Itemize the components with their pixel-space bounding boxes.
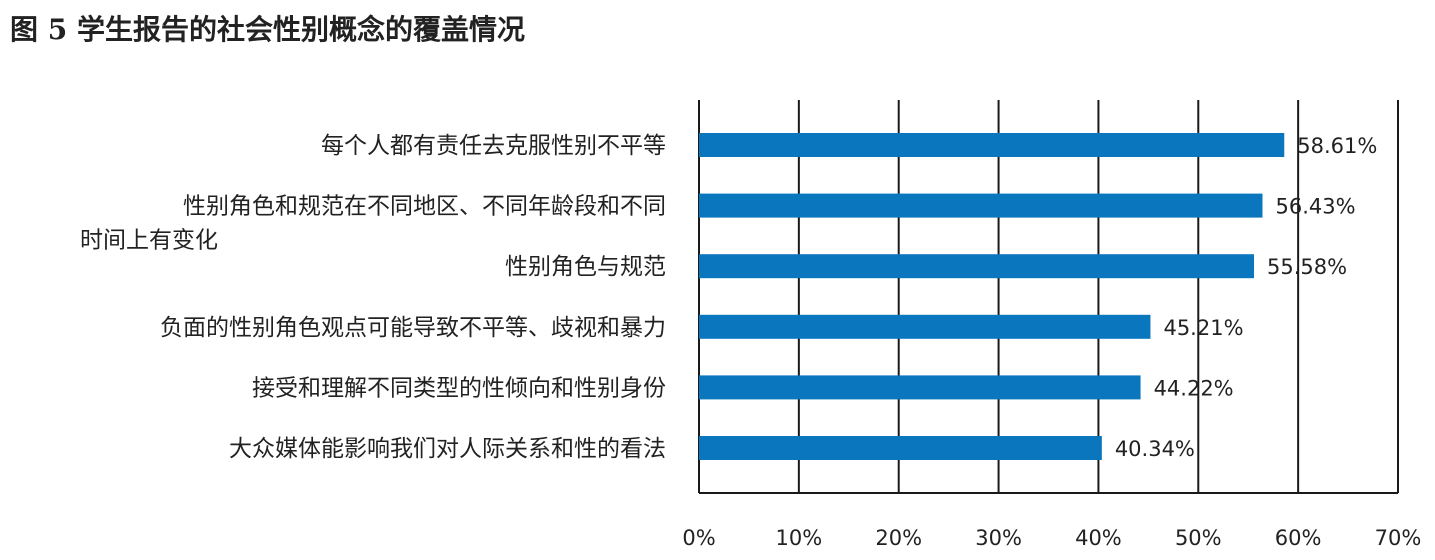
data-label: 58.61%: [1297, 134, 1377, 158]
bar: [699, 254, 1255, 279]
data-label: 44.22%: [1154, 376, 1234, 400]
figure-title: 图 5 学生报告的社会性别概念的覆盖情况: [10, 13, 525, 46]
x-tick-label: 0%: [682, 526, 715, 550]
data-label: 40.34%: [1115, 437, 1195, 461]
bar: [699, 314, 1151, 339]
category-label: 大众媒体能影响我们对人际关系和性的看法: [229, 436, 666, 462]
category-label: 每个人都有责任去克服性别不平等: [321, 133, 666, 159]
category-label: 接受和理解不同类型的性倾向和性别身份: [252, 375, 666, 401]
bar: [699, 193, 1263, 218]
bar: [699, 436, 1102, 460]
bar: [699, 375, 1141, 400]
x-tick-label: 70%: [1375, 526, 1422, 550]
data-label: 56.43%: [1275, 195, 1355, 219]
category-label: 性别角色和规范在不同地区、不同年龄段和不同: [183, 194, 666, 220]
category-label: 时间上有变化: [80, 228, 218, 254]
x-tick-label: 10%: [776, 526, 823, 550]
x-tick-label: 60%: [1275, 526, 1322, 550]
x-tick-label: 20%: [875, 526, 922, 550]
category-label: 负面的性别角色观点可能导致不平等、歧视和暴力: [160, 315, 666, 341]
x-tick-label: 30%: [975, 526, 1022, 550]
x-tick-label: 50%: [1175, 526, 1222, 550]
bar: [699, 133, 1285, 157]
category-label: 性别角色与规范: [505, 254, 666, 280]
x-tick-label: 40%: [1075, 526, 1122, 550]
data-label: 55.58%: [1267, 255, 1347, 279]
data-label: 45.21%: [1163, 316, 1243, 340]
